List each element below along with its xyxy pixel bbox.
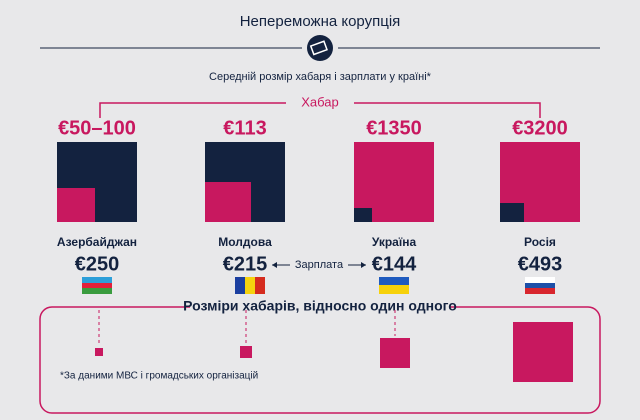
country-name: Молдова — [218, 235, 272, 249]
money-icon — [309, 40, 328, 56]
country-name: Україна — [372, 235, 417, 249]
salary-square — [500, 203, 524, 222]
salary-amount: €215 — [223, 253, 268, 275]
relative-square — [95, 348, 103, 356]
salary-amount: €493 — [518, 253, 563, 275]
column — [57, 142, 137, 222]
flag-azerbaijan — [82, 277, 112, 294]
salary-amount: €250 — [75, 253, 120, 275]
label-backdrop — [190, 298, 450, 316]
bribe-label: Хабар — [301, 94, 339, 109]
footnote: *За даними МВС і громадських організацій — [60, 371, 258, 382]
subtitle: Середній розмір хабаря і зарплати у краї… — [209, 71, 432, 83]
relative-square — [513, 322, 573, 382]
arrow-head — [361, 262, 366, 268]
relative-title: Розміри хабарів, відносно один одного — [183, 298, 457, 314]
column — [354, 142, 434, 222]
flag-moldova — [235, 277, 265, 294]
salary-amount: €144 — [372, 253, 417, 275]
column — [205, 142, 285, 222]
flag-russia — [525, 277, 555, 294]
bribe-amount: €1350 — [366, 117, 422, 139]
salary-label: Зарплата — [295, 259, 344, 271]
bribe-amount: €113 — [223, 117, 266, 139]
bribe-amount: €3200 — [512, 117, 568, 139]
flag-ukraine — [379, 277, 409, 294]
title: Непереможна корупція — [240, 13, 401, 30]
column — [500, 142, 580, 222]
bribe-amount: €50–100 — [58, 117, 136, 139]
country-name: Азербайджан — [57, 235, 137, 249]
bribe-square — [205, 182, 251, 222]
bribe-square — [57, 188, 95, 222]
arrow-head — [272, 262, 277, 268]
bribe-bracket — [99, 102, 541, 118]
relative-square — [240, 346, 252, 358]
country-name: Росія — [524, 235, 556, 249]
relative-square — [380, 338, 410, 368]
salary-square — [354, 208, 372, 222]
